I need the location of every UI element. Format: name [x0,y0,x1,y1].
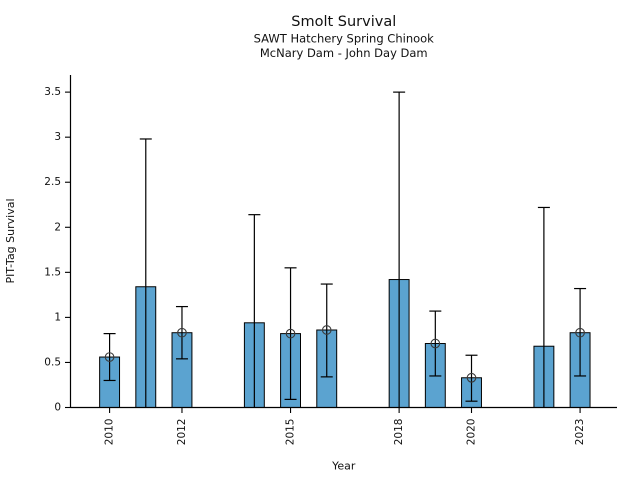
x-tick-label-2015: 2015 [285,419,297,446]
y-tick-label-3.5: 3.5 [44,86,61,98]
y-tick-label-0.5: 0.5 [44,356,61,368]
point-marker-2016 [321,325,332,335]
x-tick-label-2023: 2023 [574,419,586,446]
point-marker-2012 [177,327,187,338]
point-marker-2010 [104,352,115,362]
x-tick-label-2018: 2018 [393,419,405,446]
y-tick-label-2: 2 [54,221,61,233]
point-marker-2020 [466,372,477,383]
point-marker-2015 [285,328,296,339]
plot-area: 0 0.5 1 1.5 2 2.5 3 3.5 2010 2012 2015 2018 2020 2023 [44,75,617,445]
y-tick-label-3: 3 [54,131,61,143]
chart-subtitle-line2: McNary Dam - John Day Dam [260,46,428,60]
y-tick-label-2.5: 2.5 [44,176,61,188]
x-tick-label-2010: 2010 [104,419,116,446]
x-axis-label: Year [331,460,356,473]
point-marker-2023 [575,327,585,338]
y-tick-label-1: 1 [54,311,61,323]
y-tick-label-1.5: 1.5 [44,266,61,278]
x-tick-label-2020: 2020 [466,419,478,446]
x-tick-label-2012: 2012 [176,419,188,446]
chart-title: Smolt Survival [291,14,396,30]
y-tick-label-0: 0 [54,402,61,414]
point-marker-2019 [430,338,441,349]
chart-subtitle-line1: SAWT Hatchery Spring Chinook [254,32,435,46]
y-axis-label: PIT-Tag Survival [4,198,17,283]
